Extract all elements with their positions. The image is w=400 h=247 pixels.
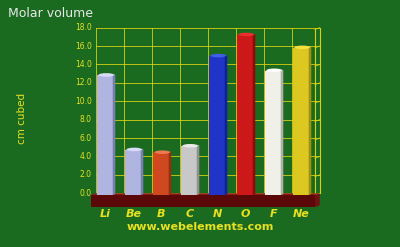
Text: O: O (241, 209, 250, 219)
Text: 12.0: 12.0 (75, 78, 92, 87)
Text: 18.0: 18.0 (75, 23, 92, 32)
Text: Molar volume: Molar volume (8, 7, 93, 21)
Text: B: B (157, 209, 166, 219)
Text: 8.0: 8.0 (80, 115, 92, 124)
Text: Ne: Ne (293, 209, 310, 219)
Text: cm cubed: cm cubed (17, 93, 27, 144)
Text: 0.0: 0.0 (80, 189, 92, 198)
Text: www.webelements.com: www.webelements.com (126, 222, 274, 232)
Text: Li: Li (100, 209, 111, 219)
Text: 4.0: 4.0 (80, 152, 92, 161)
Text: 6.0: 6.0 (80, 134, 92, 143)
Text: Be: Be (126, 209, 142, 219)
Text: 2.0: 2.0 (80, 170, 92, 179)
Text: F: F (270, 209, 277, 219)
Text: 16.0: 16.0 (75, 41, 92, 51)
Text: 14.0: 14.0 (75, 60, 92, 69)
Text: 10.0: 10.0 (75, 97, 92, 106)
Text: C: C (186, 209, 194, 219)
Text: N: N (213, 209, 222, 219)
